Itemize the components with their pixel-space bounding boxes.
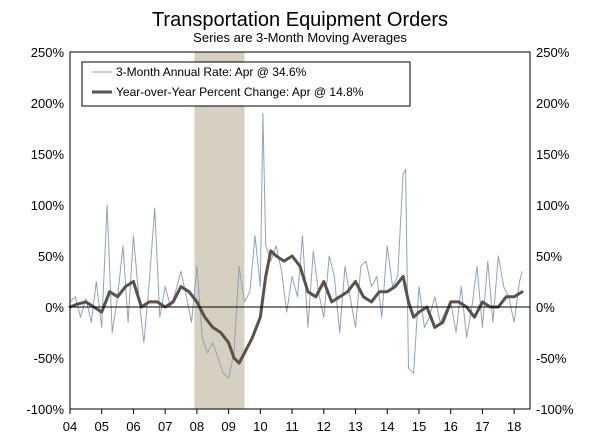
x-tick-label: 17 [475,419,489,434]
recession-band [194,52,245,409]
y-tick-label-left: 50% [38,249,64,264]
series-line-yoy-change [68,249,524,365]
x-tick-label: 09 [221,419,235,434]
y-tick-label-left: 100% [31,198,65,213]
x-tick-label: 15 [412,419,426,434]
legend-box [81,61,411,107]
y-tick-label-right: 150% [536,147,570,162]
y-tick-label-left: 150% [31,147,65,162]
y-tick-label-left: 0% [45,300,64,315]
series-lines [68,112,524,379]
legend: 3-Month Annual Rate: Apr @ 34.6% Year-ov… [81,61,411,107]
x-tick-label: 07 [158,419,172,434]
y-tick-label-left: -100% [26,402,64,417]
x-tick-label: 08 [190,419,204,434]
x-tick-label: 05 [94,419,108,434]
x-axis-ticks [69,409,515,414]
legend-label-annual-rate: 3-Month Annual Rate: Apr @ 34.6% [116,65,307,79]
chart-subtitle: Series are 3-Month Moving Averages [193,30,407,45]
y-tick-labels-right: 250% 200% 150% 100% 50% 0% -50% -100% [536,45,574,417]
x-tick-label: 16 [443,419,457,434]
series-line-annual-rate [69,112,523,379]
x-tick-label: 06 [126,419,140,434]
x-tick-label: 13 [348,419,362,434]
plot-frame [69,51,531,410]
y-tick-label-right: -50% [536,351,567,366]
x-tick-label: 14 [380,419,394,434]
legend-label-yoy-change: Year-over-Year Percent Change: Apr @ 14.… [116,85,364,99]
y-tick-label-right: 200% [536,96,570,111]
chart-title: Transportation Equipment Orders [152,9,448,31]
y-tick-label-right: 0% [536,300,555,315]
x-tick-label: 12 [317,419,331,434]
x-tick-labels: 04 05 06 07 08 09 10 11 12 13 14 15 16 17 18 [63,419,522,434]
y-tick-label-right: 50% [536,249,562,264]
x-tick-label: 18 [507,419,521,434]
y-tick-label-left: -50% [34,351,65,366]
y-tick-label-right: 250% [536,45,570,60]
y-tick-label-right: 100% [536,198,570,213]
y-tick-label-left: 250% [31,45,65,60]
x-tick-label: 10 [253,419,267,434]
x-tick-label: 11 [285,419,299,434]
x-tick-label: 04 [63,419,77,434]
y-tick-label-left: 200% [31,96,65,111]
y-tick-labels-left: 250% 200% 150% 100% 50% 0% -50% -100% [26,45,64,417]
y-tick-label-right: -100% [536,402,574,417]
